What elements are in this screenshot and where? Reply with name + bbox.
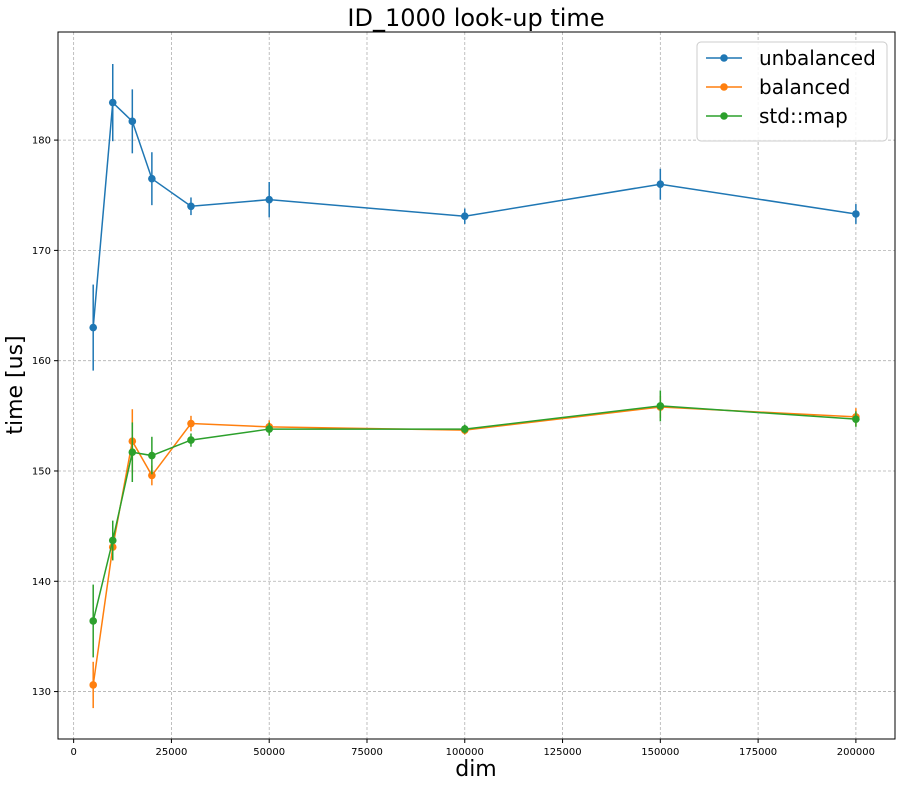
y-axis-label: time [us] (3, 335, 28, 434)
x-tick-label: 50000 (253, 747, 285, 758)
data-point (265, 425, 274, 433)
x-tick-label: 150000 (641, 747, 679, 758)
data-point (187, 202, 195, 211)
plot-frame (57, 31, 896, 740)
data-point (128, 117, 137, 126)
legend-marker (720, 83, 728, 91)
series-lines (89, 63, 860, 709)
axis-ticks: 0 25000 50000 75000 100000 125000 150000 175000… (32, 136, 875, 758)
y-tick-label: 150 (32, 466, 51, 477)
data-point (148, 451, 156, 460)
legend-label: balanced (759, 75, 850, 99)
data-point (89, 681, 98, 689)
x-axis-label: dim (455, 757, 497, 782)
data-point (852, 210, 860, 218)
data-point (656, 180, 665, 189)
data-point (187, 436, 195, 444)
legend-marker (720, 54, 728, 62)
legend-marker (720, 112, 728, 120)
x-tick-label: 75000 (351, 747, 383, 758)
data-point (852, 415, 860, 423)
data-point (148, 471, 156, 480)
data-point (460, 425, 469, 433)
data-point (89, 617, 98, 625)
chart-title: ID_1000 look-up time (347, 4, 604, 32)
series (89, 63, 860, 371)
legend-label: unbalanced (759, 46, 876, 70)
x-tick-label: 200000 (837, 747, 875, 758)
data-point (460, 212, 469, 220)
data-point (187, 419, 195, 428)
data-point (148, 174, 156, 183)
x-tick-label: 125000 (543, 747, 581, 758)
data-point (108, 536, 117, 545)
data-point (656, 402, 665, 410)
y-tick-label: 180 (32, 136, 51, 147)
y-tick-label: 160 (32, 356, 51, 367)
x-tick-label: 175000 (739, 747, 777, 758)
data-point (108, 98, 117, 107)
series (89, 390, 860, 658)
data-point (265, 195, 274, 204)
data-point (89, 323, 98, 332)
legend-box (696, 41, 888, 142)
y-tick-label: 140 (32, 577, 51, 588)
y-tick-label: 170 (32, 246, 51, 257)
legend-label: std::map (759, 104, 848, 128)
x-tick-label: 0 (70, 747, 76, 758)
x-tick-label: 25000 (156, 747, 188, 758)
data-point (128, 448, 137, 457)
x-tick-label: 100000 (446, 747, 484, 758)
y-tick-label: 130 (32, 687, 51, 698)
